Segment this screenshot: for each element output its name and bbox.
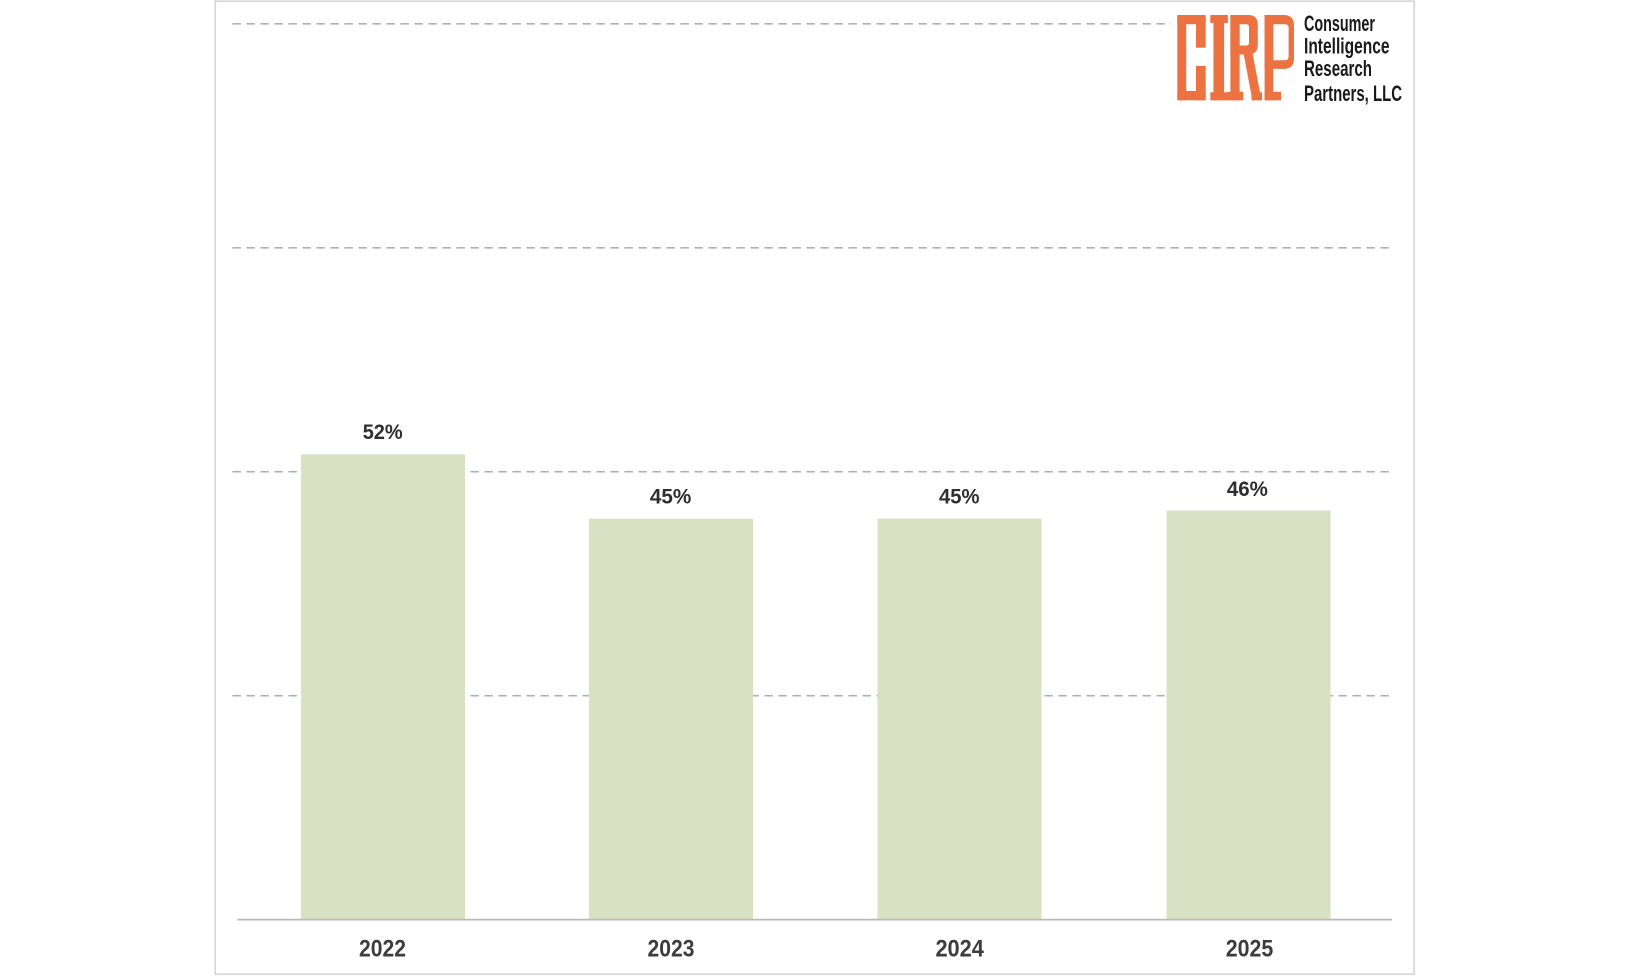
svg-text:45%: 45% — [939, 485, 980, 509]
svg-text:Research: Research — [1304, 56, 1372, 81]
svg-text:2024: 2024 — [935, 937, 984, 963]
svg-text:Consumer: Consumer — [1304, 11, 1375, 36]
svg-text:2022: 2022 — [359, 937, 406, 963]
svg-text:46%: 46% — [1227, 477, 1268, 501]
svg-text:2023: 2023 — [648, 937, 695, 963]
svg-text:Intelligence: Intelligence — [1304, 34, 1390, 59]
svg-text:52%: 52% — [363, 420, 403, 444]
svg-text:Partners, LLC: Partners, LLC — [1304, 81, 1402, 106]
svg-text:45%: 45% — [650, 485, 692, 509]
svg-text:2025: 2025 — [1226, 937, 1274, 963]
